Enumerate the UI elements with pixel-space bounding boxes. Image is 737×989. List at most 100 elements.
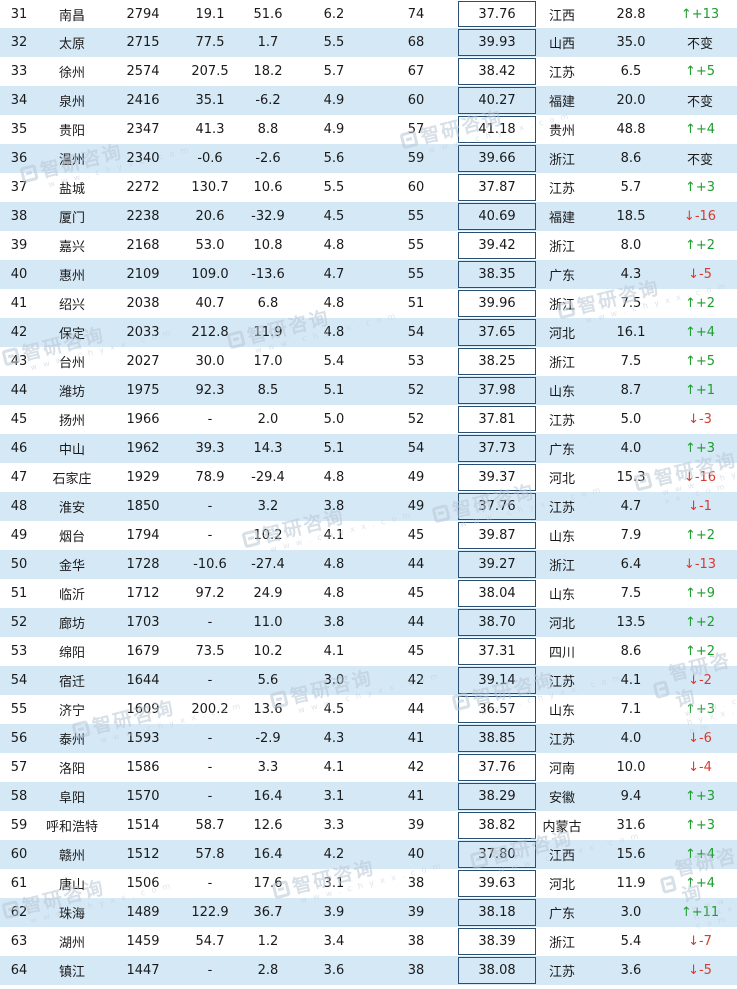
average-age-cell: 38.39 [458, 928, 536, 955]
growth-2-cell: 8.5 [257, 383, 279, 398]
metric-3-cell: 5.5 [323, 180, 345, 195]
average-age-cell: 37.80 [458, 841, 536, 868]
rank-cell: 59 [10, 818, 28, 833]
rank-change-cell: ↓-5 [688, 267, 712, 282]
metric-3-cell: 4.8 [323, 586, 345, 601]
value-cell: 1459 [126, 934, 160, 949]
count-cell: 39 [407, 905, 425, 920]
growth-1-cell: 122.9 [191, 905, 229, 920]
percent-cell: 5.4 [620, 934, 642, 949]
rank-cell: 35 [10, 122, 28, 137]
average-age-cell: 38.42 [458, 58, 536, 85]
count-cell: 51 [407, 296, 425, 311]
metric-3-cell: 4.8 [323, 238, 345, 253]
rank-cell: 52 [10, 615, 28, 630]
rank-change-cell: ↑+3 [684, 818, 716, 833]
growth-2-cell: 10.6 [253, 180, 283, 195]
growth-2-cell: 18.2 [253, 64, 283, 79]
growth-1-cell: 30.0 [195, 354, 225, 369]
province-cell: 浙江 [548, 153, 575, 168]
province-cell: 山东 [548, 385, 575, 400]
average-age-cell: 38.35 [458, 261, 536, 288]
value-cell: 1593 [126, 731, 160, 746]
metric-3-cell: 4.8 [323, 325, 345, 340]
metric-3-cell: 3.0 [323, 673, 345, 688]
rank-change-cell: ↓-5 [688, 963, 712, 978]
province-cell: 河北 [548, 878, 575, 893]
rank-cell: 32 [10, 35, 28, 50]
growth-2-cell: -2.6 [255, 151, 281, 166]
province-cell: 江苏 [548, 675, 575, 690]
rank-change-cell: ↓-4 [688, 760, 712, 775]
growth-1-cell: - [207, 499, 213, 514]
rank-change-cell: ↑+2 [684, 296, 716, 311]
city-cell: 温州 [58, 153, 85, 168]
table-row: 35 贵阳 2347 41.3 8.8 4.9 57 41.18 贵州 48.8 ↑+4 [0, 115, 737, 144]
rank-cell: 53 [10, 644, 28, 659]
average-age-cell: 37.65 [458, 319, 536, 346]
percent-cell: 7.5 [620, 296, 642, 311]
rank-change-cell: ↑+4 [684, 847, 716, 862]
value-cell: 1609 [126, 702, 160, 717]
rank-change-cell: 不变 [686, 95, 713, 110]
table-row: 64 镇江 1447 - 2.8 3.6 38 38.08 江苏 3.6 ↓-5 [0, 956, 737, 985]
percent-cell: 4.0 [620, 441, 642, 456]
percent-cell: 8.0 [620, 238, 642, 253]
city-cell: 保定 [58, 327, 85, 342]
metric-3-cell: 4.8 [323, 470, 345, 485]
city-cell: 中山 [58, 443, 85, 458]
value-cell: 2794 [126, 6, 160, 22]
city-cell: 宿迁 [58, 675, 85, 690]
value-cell: 2168 [126, 238, 160, 253]
city-cell: 太原 [58, 37, 85, 52]
growth-1-cell: 35.1 [195, 93, 225, 108]
table-row: 36 温州 2340 -0.6 -2.6 5.6 59 39.66 浙江 8.6 不变 [0, 144, 737, 173]
metric-3-cell: 5.1 [323, 383, 345, 398]
growth-1-cell: 19.1 [195, 6, 225, 22]
average-age-cell: 37.98 [458, 377, 536, 404]
rank-change-cell: ↑+4 [684, 122, 716, 137]
table-row: 51 临沂 1712 97.2 24.9 4.8 45 38.04 山东 7.5 ↑+9 [0, 579, 737, 608]
city-cell: 镇江 [58, 965, 85, 980]
average-age-cell: 36.57 [458, 696, 536, 723]
metric-3-cell: 3.3 [323, 818, 345, 833]
table-row: 55 济宁 1609 200.2 13.6 4.5 44 36.57 山东 7.1 ↑+3 [0, 695, 737, 724]
growth-2-cell: 16.4 [253, 789, 283, 804]
city-cell: 廊坊 [58, 617, 85, 632]
count-cell: 42 [407, 673, 425, 688]
metric-3-cell: 5.0 [323, 412, 345, 427]
city-cell: 潍坊 [58, 385, 85, 400]
count-cell: 53 [407, 354, 425, 369]
city-cell: 泰州 [58, 733, 85, 748]
count-cell: 45 [407, 644, 425, 659]
value-cell: 2340 [126, 151, 160, 166]
count-cell: 41 [407, 789, 425, 804]
province-cell: 山东 [548, 588, 575, 603]
rank-change-cell: ↑+5 [684, 64, 716, 79]
growth-1-cell: 57.8 [195, 847, 225, 862]
value-cell: 1975 [126, 383, 160, 398]
city-cell: 泉州 [58, 95, 85, 110]
table-row: 32 太原 2715 77.5 1.7 5.5 68 39.93 山西 35.0 不变 [0, 28, 737, 57]
rank-cell: 48 [10, 499, 28, 514]
city-cell: 洛阳 [58, 762, 85, 777]
rank-change-cell: ↑+2 [684, 238, 716, 253]
percent-cell: 20.0 [616, 93, 646, 108]
metric-3-cell: 5.4 [323, 354, 345, 369]
count-cell: 67 [407, 64, 425, 79]
percent-cell: 3.6 [620, 963, 642, 978]
rank-change-cell: ↑+2 [684, 644, 716, 659]
province-cell: 浙江 [548, 559, 575, 574]
average-age-cell: 39.66 [458, 145, 536, 172]
percent-cell: 5.7 [620, 180, 642, 195]
value-cell: 2238 [126, 209, 160, 224]
count-cell: 60 [407, 93, 425, 108]
count-cell: 40 [407, 847, 425, 862]
table-row: 59 呼和浩特 1514 58.7 12.6 3.3 39 38.82 内蒙古 31.6 ↑+3 [0, 811, 737, 840]
metric-3-cell: 5.7 [323, 64, 345, 79]
average-age-cell: 37.76 [458, 754, 536, 781]
percent-cell: 4.7 [620, 499, 642, 514]
rank-change-cell: ↓-16 [683, 209, 717, 224]
average-age-cell: 39.27 [458, 551, 536, 578]
value-cell: 1966 [126, 412, 160, 427]
